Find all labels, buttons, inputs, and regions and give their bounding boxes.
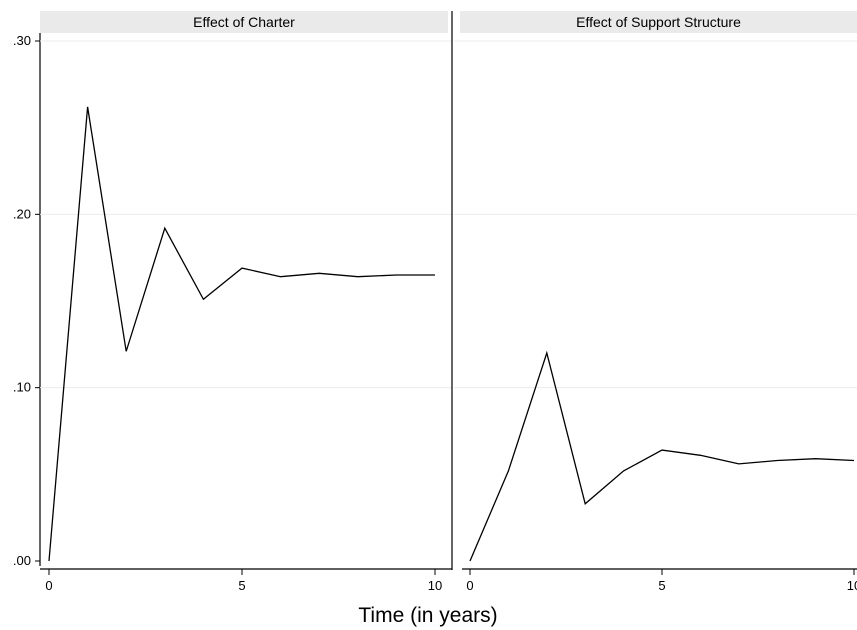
x-tick-label: 10 xyxy=(428,578,442,593)
panel-title-strip xyxy=(460,11,857,33)
x-tick-label: 0 xyxy=(466,578,473,593)
panel-effect-of-support-structure: Effect of Support Structure 0 5 10 xyxy=(454,11,857,593)
x-axis-label: Time (in years) xyxy=(358,604,497,627)
x-tick-label: 0 xyxy=(45,578,52,593)
panel-title-strip xyxy=(40,11,448,33)
y-tick-label: .10 xyxy=(13,380,31,395)
y-tick-label: .20 xyxy=(13,206,31,221)
x-tick-label: 10 xyxy=(847,578,857,593)
y-tick-label: .00 xyxy=(13,553,31,568)
series-line xyxy=(469,350,855,562)
y-tick-label: .30 xyxy=(13,33,31,48)
x-tick-label: 5 xyxy=(658,578,665,593)
panel-title: Effect of Support Structure xyxy=(576,14,741,30)
y-axis-group: .00 .10 .20 .30 xyxy=(13,33,41,568)
panel-effect-of-charter: Effect of Charter 0 5 10 xyxy=(40,11,453,593)
x-tick-label: 5 xyxy=(238,578,245,593)
panel-title: Effect of Charter xyxy=(193,14,295,30)
series-line xyxy=(48,106,435,562)
